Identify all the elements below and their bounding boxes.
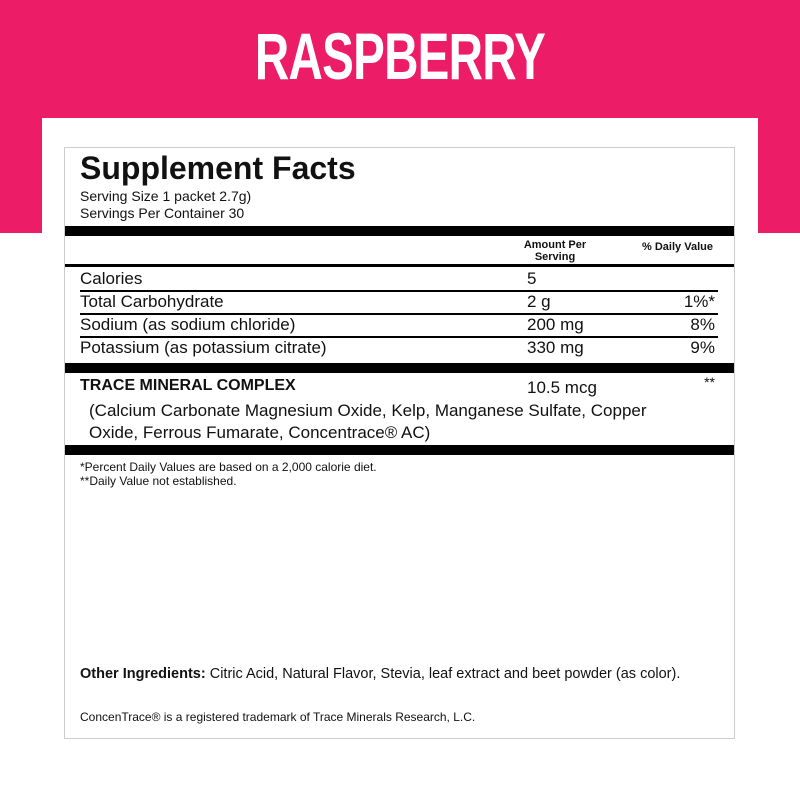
nutrient-dv: 1%* <box>683 292 715 311</box>
other-ingredients: Other Ingredients: Citric Acid, Natural … <box>80 664 720 684</box>
complex-ingredients: (Calcium Carbonate Magnesium Oxide, Kelp… <box>89 401 647 420</box>
divider <box>65 226 734 236</box>
divider <box>80 336 718 338</box>
serving-size: Serving Size 1 packet 2.7g) <box>80 188 252 204</box>
nutrient-amount: 200 mg <box>527 315 584 334</box>
complex-ingredients: Oxide, Ferrous Fumarate, Concentrace® AC… <box>89 423 431 442</box>
nutrient-dv: 9% <box>690 338 715 357</box>
complex-amount: 10.5 mcg <box>527 378 597 397</box>
other-ingredients-text: Citric Acid, Natural Flavor, Stevia, lea… <box>205 666 681 682</box>
complex-dv: ** <box>704 374 715 390</box>
flavor-title: RASPBERRY <box>254 19 546 93</box>
divider <box>65 264 734 267</box>
divider <box>65 363 734 373</box>
nutrient-name: Sodium (as sodium chloride) <box>80 315 296 334</box>
nutrient-name: Calories <box>80 269 143 288</box>
nutrient-dv: 8% <box>690 315 715 334</box>
col-amount: Amount Per Serving <box>523 239 587 263</box>
nutrient-amount: 2 g <box>527 292 551 311</box>
trademark-note: ConcenTrace® is a registered trademark o… <box>80 710 476 724</box>
divider <box>65 445 734 455</box>
divider <box>80 290 718 292</box>
complex-name: TRACE MINERAL COMPLEX <box>80 377 296 394</box>
divider <box>80 313 718 315</box>
footnote: **Daily Value not established. <box>80 474 237 488</box>
other-ingredients-label: Other Ingredients: <box>80 666 206 682</box>
nutrient-name: Potassium (as potassium citrate) <box>80 338 327 357</box>
supplement-facts-label: Supplement Facts Serving Size 1 packet 2… <box>64 147 735 739</box>
footnote: *Percent Daily Values are based on a 2,0… <box>80 460 377 474</box>
nutrient-amount: 330 mg <box>527 338 584 357</box>
servings-per-container: Servings Per Container 30 <box>80 205 245 221</box>
facts-title: Supplement Facts <box>80 150 356 186</box>
nutrient-name: Total Carbohydrate <box>80 292 224 311</box>
nutrient-amount: 5 <box>527 269 537 288</box>
col-dv: % Daily Value <box>642 241 713 253</box>
